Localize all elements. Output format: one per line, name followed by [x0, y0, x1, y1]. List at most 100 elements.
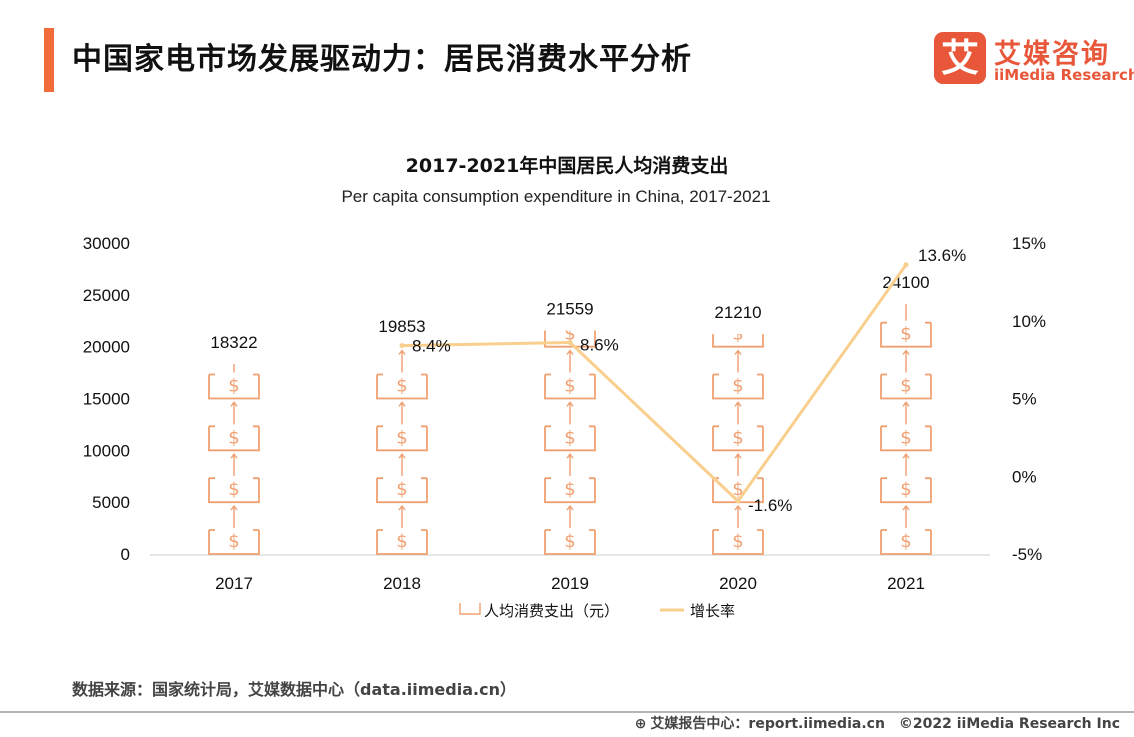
- y-left-tick-label: 10000: [83, 441, 130, 460]
- money-box-icon: [712, 425, 764, 452]
- legend-money-box-icon: [459, 603, 481, 615]
- money-box-icon: [880, 529, 932, 555]
- dollar-sign-icon: $: [732, 479, 743, 500]
- up-arrow-icon: [902, 504, 910, 528]
- chart-subtitle: Per capita consumption expenditure in Ch…: [341, 187, 770, 206]
- up-arrow-icon: [905, 304, 907, 321]
- up-arrow-icon: [398, 453, 406, 477]
- money-box-icon: [376, 373, 428, 400]
- money-box-icon: [376, 529, 428, 555]
- growth-rate-point: [735, 498, 741, 504]
- growth-rate-point: [903, 262, 909, 268]
- y-left-tick-label: 0: [121, 545, 130, 564]
- x-tick-label: 2020: [719, 574, 757, 593]
- dollar-sign-icon: $: [228, 427, 239, 448]
- dollar-sign-icon: $: [900, 324, 911, 345]
- up-arrow-icon: [902, 349, 910, 373]
- dollar-sign-icon: $: [396, 376, 407, 397]
- y-left-tick-label: 5000: [92, 493, 130, 512]
- growth-rate-label: -1.6%: [748, 496, 792, 515]
- legend-label-line: 增长率: [690, 602, 735, 620]
- bar-value-label: 21210: [714, 303, 761, 322]
- dollar-sign-icon: $: [900, 427, 911, 448]
- bar-value-label: 24100: [882, 273, 929, 292]
- up-arrow-icon: [566, 401, 574, 425]
- up-arrow-icon: [734, 349, 742, 373]
- consumption-chart: 2017-2021年中国居民人均消费支出 Per capita consumpti…: [83, 154, 1046, 620]
- money-box-icon: [208, 425, 260, 452]
- dollar-sign-icon: $: [228, 531, 239, 552]
- money-box-icon: [208, 373, 260, 400]
- footer-copyright: ©2022 iiMedia Research Inc: [898, 716, 1120, 732]
- bar-value-label: 18322: [210, 333, 257, 352]
- money-box-icon: [880, 373, 932, 400]
- money-box-icon: [544, 373, 596, 400]
- bar-value-label: 21559: [546, 300, 593, 319]
- footer-divider: [0, 711, 1134, 713]
- dollar-sign-icon: $: [900, 479, 911, 500]
- up-arrow-icon: [230, 401, 238, 425]
- dollar-sign-icon: $: [564, 324, 575, 345]
- y-left-tick-label: 20000: [83, 338, 130, 357]
- growth-rate-label: 8.4%: [412, 337, 451, 356]
- growth-rate-point: [567, 340, 573, 346]
- up-arrow-icon: [566, 349, 574, 373]
- dollar-sign-icon: $: [564, 427, 575, 448]
- x-tick-label: 2017: [215, 574, 253, 593]
- money-box-icon: [208, 529, 260, 555]
- data-source: 数据来源：国家统计局，艾媒数据中心（data.iimedia.cn）: [72, 680, 516, 699]
- up-arrow-icon: [566, 453, 574, 477]
- dollar-sign-icon: $: [732, 531, 743, 552]
- money-box-icon: [544, 477, 596, 504]
- growth-rate-label: 8.6%: [580, 336, 619, 355]
- dollar-sign-icon: $: [564, 479, 575, 500]
- logo-mark-icon: 艾: [934, 32, 986, 84]
- page-title: 中国家电市场发展驱动力：居民消费水平分析: [72, 42, 692, 77]
- bar-pictogram: $ $ $ $ $: [880, 304, 932, 555]
- growth-rate-line: [401, 263, 908, 503]
- x-tick-label: 2018: [383, 574, 421, 593]
- dollar-sign-icon: $: [564, 531, 575, 552]
- growth-rate-label: 13.6%: [918, 246, 966, 265]
- y-right-tick-label: 15%: [1012, 234, 1046, 253]
- dollar-sign-icon: $: [564, 376, 575, 397]
- money-box-icon: [880, 425, 932, 452]
- money-box-icon: [544, 330, 596, 348]
- money-box-icon: [712, 529, 764, 555]
- money-box-icon: [376, 425, 428, 452]
- y-right-tick-label: 5%: [1012, 390, 1037, 409]
- money-box-icon: [712, 334, 764, 348]
- up-arrow-icon: [398, 349, 406, 373]
- dollar-sign-icon: $: [396, 427, 407, 448]
- money-box-icon: [880, 321, 932, 348]
- dollar-sign-icon: $: [228, 479, 239, 500]
- dollar-sign-icon: $: [900, 376, 911, 397]
- money-box-icon: [544, 529, 596, 555]
- money-box-icon: [376, 477, 428, 504]
- x-tick-label: 2019: [551, 574, 589, 593]
- up-arrow-icon: [734, 453, 742, 477]
- chart-legend: 人均消费支出（元） 增长率: [459, 602, 735, 620]
- iimedia-logo: 艾 艾媒咨询 iiMedia Research: [934, 32, 1134, 88]
- legend-label-bar: 人均消费支出（元）: [484, 602, 619, 620]
- dollar-sign-icon: $: [900, 531, 911, 552]
- bar-pictogram: $ $ $ $: [376, 349, 428, 555]
- money-box-icon: [208, 477, 260, 504]
- up-arrow-icon: [230, 453, 238, 477]
- bar-pictogram: $ $ $ $: [208, 364, 260, 555]
- dollar-sign-icon: $: [732, 324, 743, 345]
- y-right-tick-label: 0%: [1012, 467, 1037, 486]
- x-tick-label: 2021: [887, 574, 925, 593]
- up-arrow-icon: [734, 401, 742, 425]
- up-arrow-icon: [398, 401, 406, 425]
- y-left-tick-label: 15000: [83, 390, 130, 409]
- dollar-sign-icon: $: [732, 427, 743, 448]
- up-arrow-icon: [398, 504, 406, 528]
- dollar-sign-icon: $: [396, 531, 407, 552]
- up-arrow-icon: [566, 504, 574, 528]
- bar-pictogram: $ $ $ $ $: [712, 324, 764, 555]
- globe-icon: ⊕: [634, 716, 647, 732]
- money-box-icon: [712, 373, 764, 400]
- y-right-tick-label: -5%: [1012, 545, 1042, 564]
- chart-title: 2017-2021年中国居民人均消费支出: [406, 154, 729, 177]
